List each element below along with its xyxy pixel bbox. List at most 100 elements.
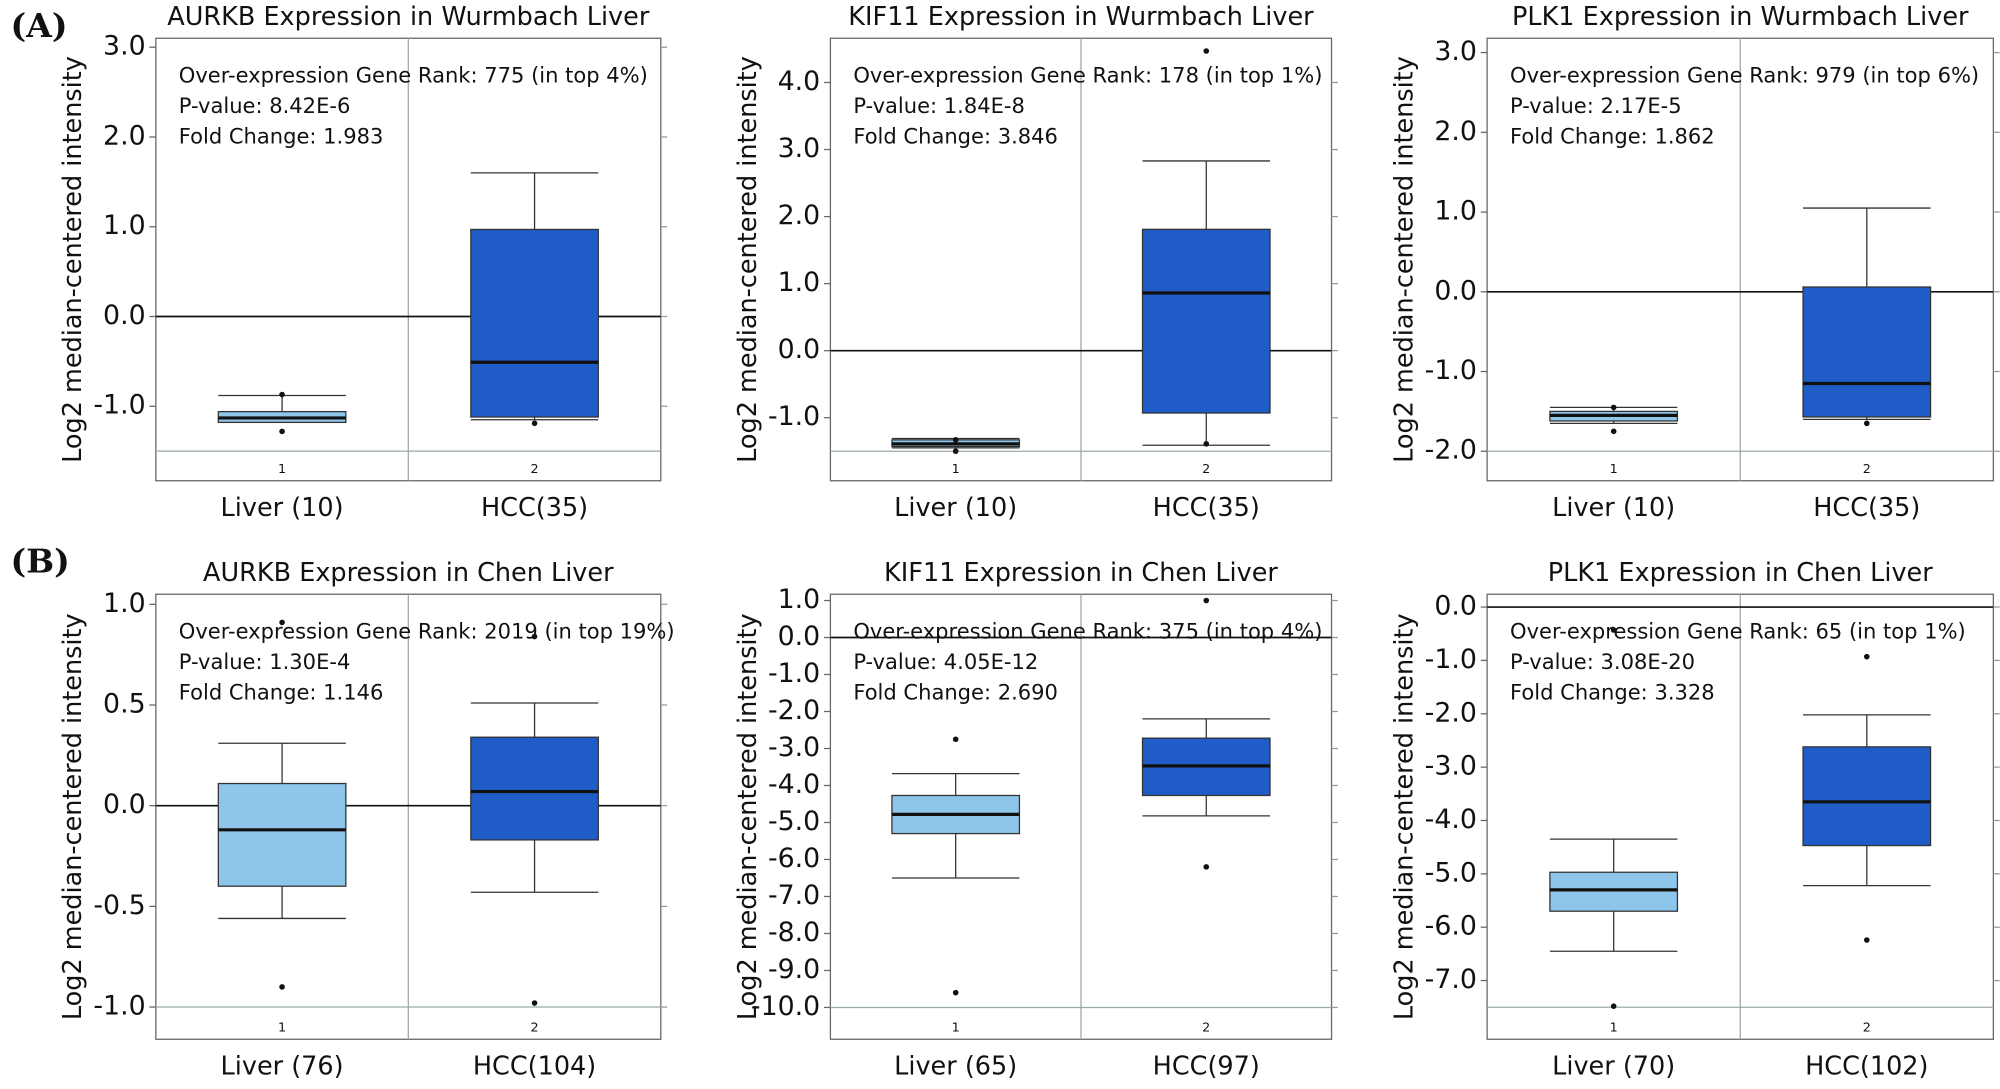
chart-title: PLK1 Expression in Chen Liver xyxy=(1548,558,1934,588)
y-tick-label: -7.0 xyxy=(1425,964,1477,995)
flier xyxy=(1863,653,1870,660)
y-tick-label: -3.0 xyxy=(768,732,820,763)
x-tick-label: HCC(35) xyxy=(481,493,588,523)
y-tick-label: 2.0 xyxy=(778,200,821,231)
y-tick-label: -3.0 xyxy=(1425,751,1477,782)
y-axis-label: Log2 median-centered intensity xyxy=(58,56,88,463)
index-label: 1 xyxy=(278,462,286,477)
y-tick-label: -1.0 xyxy=(1425,355,1477,386)
chart-title: PLK1 Expression in Wurmbach Liver xyxy=(1512,2,1969,32)
index-label: 1 xyxy=(278,1020,286,1035)
y-tick-label: -9.0 xyxy=(768,954,820,985)
index-label: 2 xyxy=(530,1020,538,1035)
flier xyxy=(952,736,959,743)
x-tick-label: HCC(97) xyxy=(1153,1051,1260,1081)
box xyxy=(1802,286,1932,418)
flier xyxy=(531,1000,538,1006)
y-tick-label: -6.0 xyxy=(768,843,820,874)
y-tick-label: -1.0 xyxy=(93,991,145,1022)
y-tick-label: 0.0 xyxy=(1434,591,1477,622)
annotation: Fold Change: 2.690 xyxy=(853,680,1058,705)
index-label: 2 xyxy=(530,462,538,477)
flier xyxy=(952,989,959,996)
flier xyxy=(1203,864,1210,870)
chart-title: KIF11 Expression in Wurmbach Liver xyxy=(848,2,1314,32)
annotation: Fold Change: 3.846 xyxy=(853,124,1058,149)
y-tick-label: 3.0 xyxy=(778,133,821,164)
flier xyxy=(952,437,959,443)
y-tick-label: 1.0 xyxy=(103,588,146,619)
y-tick-label: 0.0 xyxy=(778,621,821,652)
flier xyxy=(1610,404,1617,411)
flier xyxy=(1610,428,1617,435)
y-tick-label: -10.0 xyxy=(751,991,820,1022)
y-tick-label: 4.0 xyxy=(778,66,821,97)
flier xyxy=(1610,1003,1617,1009)
x-tick-label: Liver (76) xyxy=(221,1051,344,1081)
x-tick-label: HCC(35) xyxy=(1153,493,1260,523)
box xyxy=(1802,746,1932,847)
annotation: Fold Change: 1.146 xyxy=(179,680,384,705)
flier xyxy=(1203,48,1210,54)
y-tick-label: 0.0 xyxy=(778,334,821,365)
y-tick-label: 2.0 xyxy=(1434,116,1477,147)
index-label: 2 xyxy=(1202,1020,1210,1035)
annotation: Over-expression Gene Rank: 979 (in top 6… xyxy=(1510,63,1979,88)
y-tick-label: 3.0 xyxy=(103,31,146,62)
y-tick-label: 0.5 xyxy=(103,688,146,719)
annotation: P-value: 4.05E-12 xyxy=(853,649,1038,674)
x-tick-label: Liver (70) xyxy=(1552,1051,1675,1081)
y-tick-label: -8.0 xyxy=(768,917,820,948)
y-tick-label: 0.0 xyxy=(103,789,146,820)
y-axis-label: Log2 median-centered intensity xyxy=(58,613,88,1020)
annotation: P-value: 1.30E-4 xyxy=(179,649,351,674)
flier xyxy=(279,391,285,398)
flier xyxy=(1863,420,1870,427)
annotation: P-value: 1.84E-8 xyxy=(853,93,1025,118)
x-tick-label: HCC(102) xyxy=(1805,1051,1928,1081)
annotation: Over-expression Gene Rank: 65 (in top 1%… xyxy=(1510,618,1966,643)
y-tick-label: -2.0 xyxy=(1425,435,1477,466)
index-label: 2 xyxy=(1863,1020,1871,1035)
y-tick-label: -2.0 xyxy=(768,695,820,726)
panel-label: (B) xyxy=(10,542,69,581)
y-tick-label: -6.0 xyxy=(1425,911,1477,942)
y-tick-label: -7.0 xyxy=(768,880,820,911)
y-tick-label: 2.0 xyxy=(103,120,146,151)
y-axis-label: Log2 median-centered intensity xyxy=(733,613,763,1020)
y-tick-label: -5.0 xyxy=(768,806,820,837)
flier xyxy=(531,420,538,427)
annotation: Over-expression Gene Rank: 2019 (in top … xyxy=(179,618,675,643)
x-tick-label: HCC(104) xyxy=(473,1051,596,1081)
flier xyxy=(279,984,285,990)
flier xyxy=(1863,937,1870,943)
y-tick-label: 1.0 xyxy=(103,210,146,241)
y-axis-label: Log2 median-centered intensity xyxy=(1390,56,1420,463)
y-tick-label: 3.0 xyxy=(1434,36,1477,67)
flier xyxy=(952,448,959,455)
y-tick-label: -1.0 xyxy=(1425,644,1477,675)
annotation: Over-expression Gene Rank: 775 (in top 4… xyxy=(179,63,648,88)
y-tick-label: -1.0 xyxy=(768,401,820,432)
chart-title: AURKB Expression in Chen Liver xyxy=(203,558,614,588)
y-tick-label: -1.0 xyxy=(768,658,820,689)
annotation: P-value: 2.17E-5 xyxy=(1510,93,1682,118)
annotation: Over-expression Gene Rank: 375 (in top 4… xyxy=(853,618,1322,643)
index-label: 1 xyxy=(1610,462,1618,477)
chart-title: AURKB Expression in Wurmbach Liver xyxy=(167,2,650,32)
y-tick-label: -4.0 xyxy=(768,769,820,800)
annotation: Fold Change: 1.983 xyxy=(179,124,384,149)
box xyxy=(470,736,599,841)
index-label: 1 xyxy=(1610,1020,1618,1035)
x-tick-label: Liver (10) xyxy=(1552,493,1675,523)
annotation: Over-expression Gene Rank: 178 (in top 1… xyxy=(853,63,1322,88)
y-tick-label: -1.0 xyxy=(93,390,145,421)
index-label: 2 xyxy=(1863,462,1871,477)
flier xyxy=(1203,441,1210,447)
y-tick-label: -4.0 xyxy=(1425,804,1477,835)
box xyxy=(1141,228,1271,414)
index-label: 1 xyxy=(952,1020,960,1035)
index-label: 1 xyxy=(952,462,960,477)
y-axis-label: Log2 median-centered intensity xyxy=(1390,613,1420,1020)
